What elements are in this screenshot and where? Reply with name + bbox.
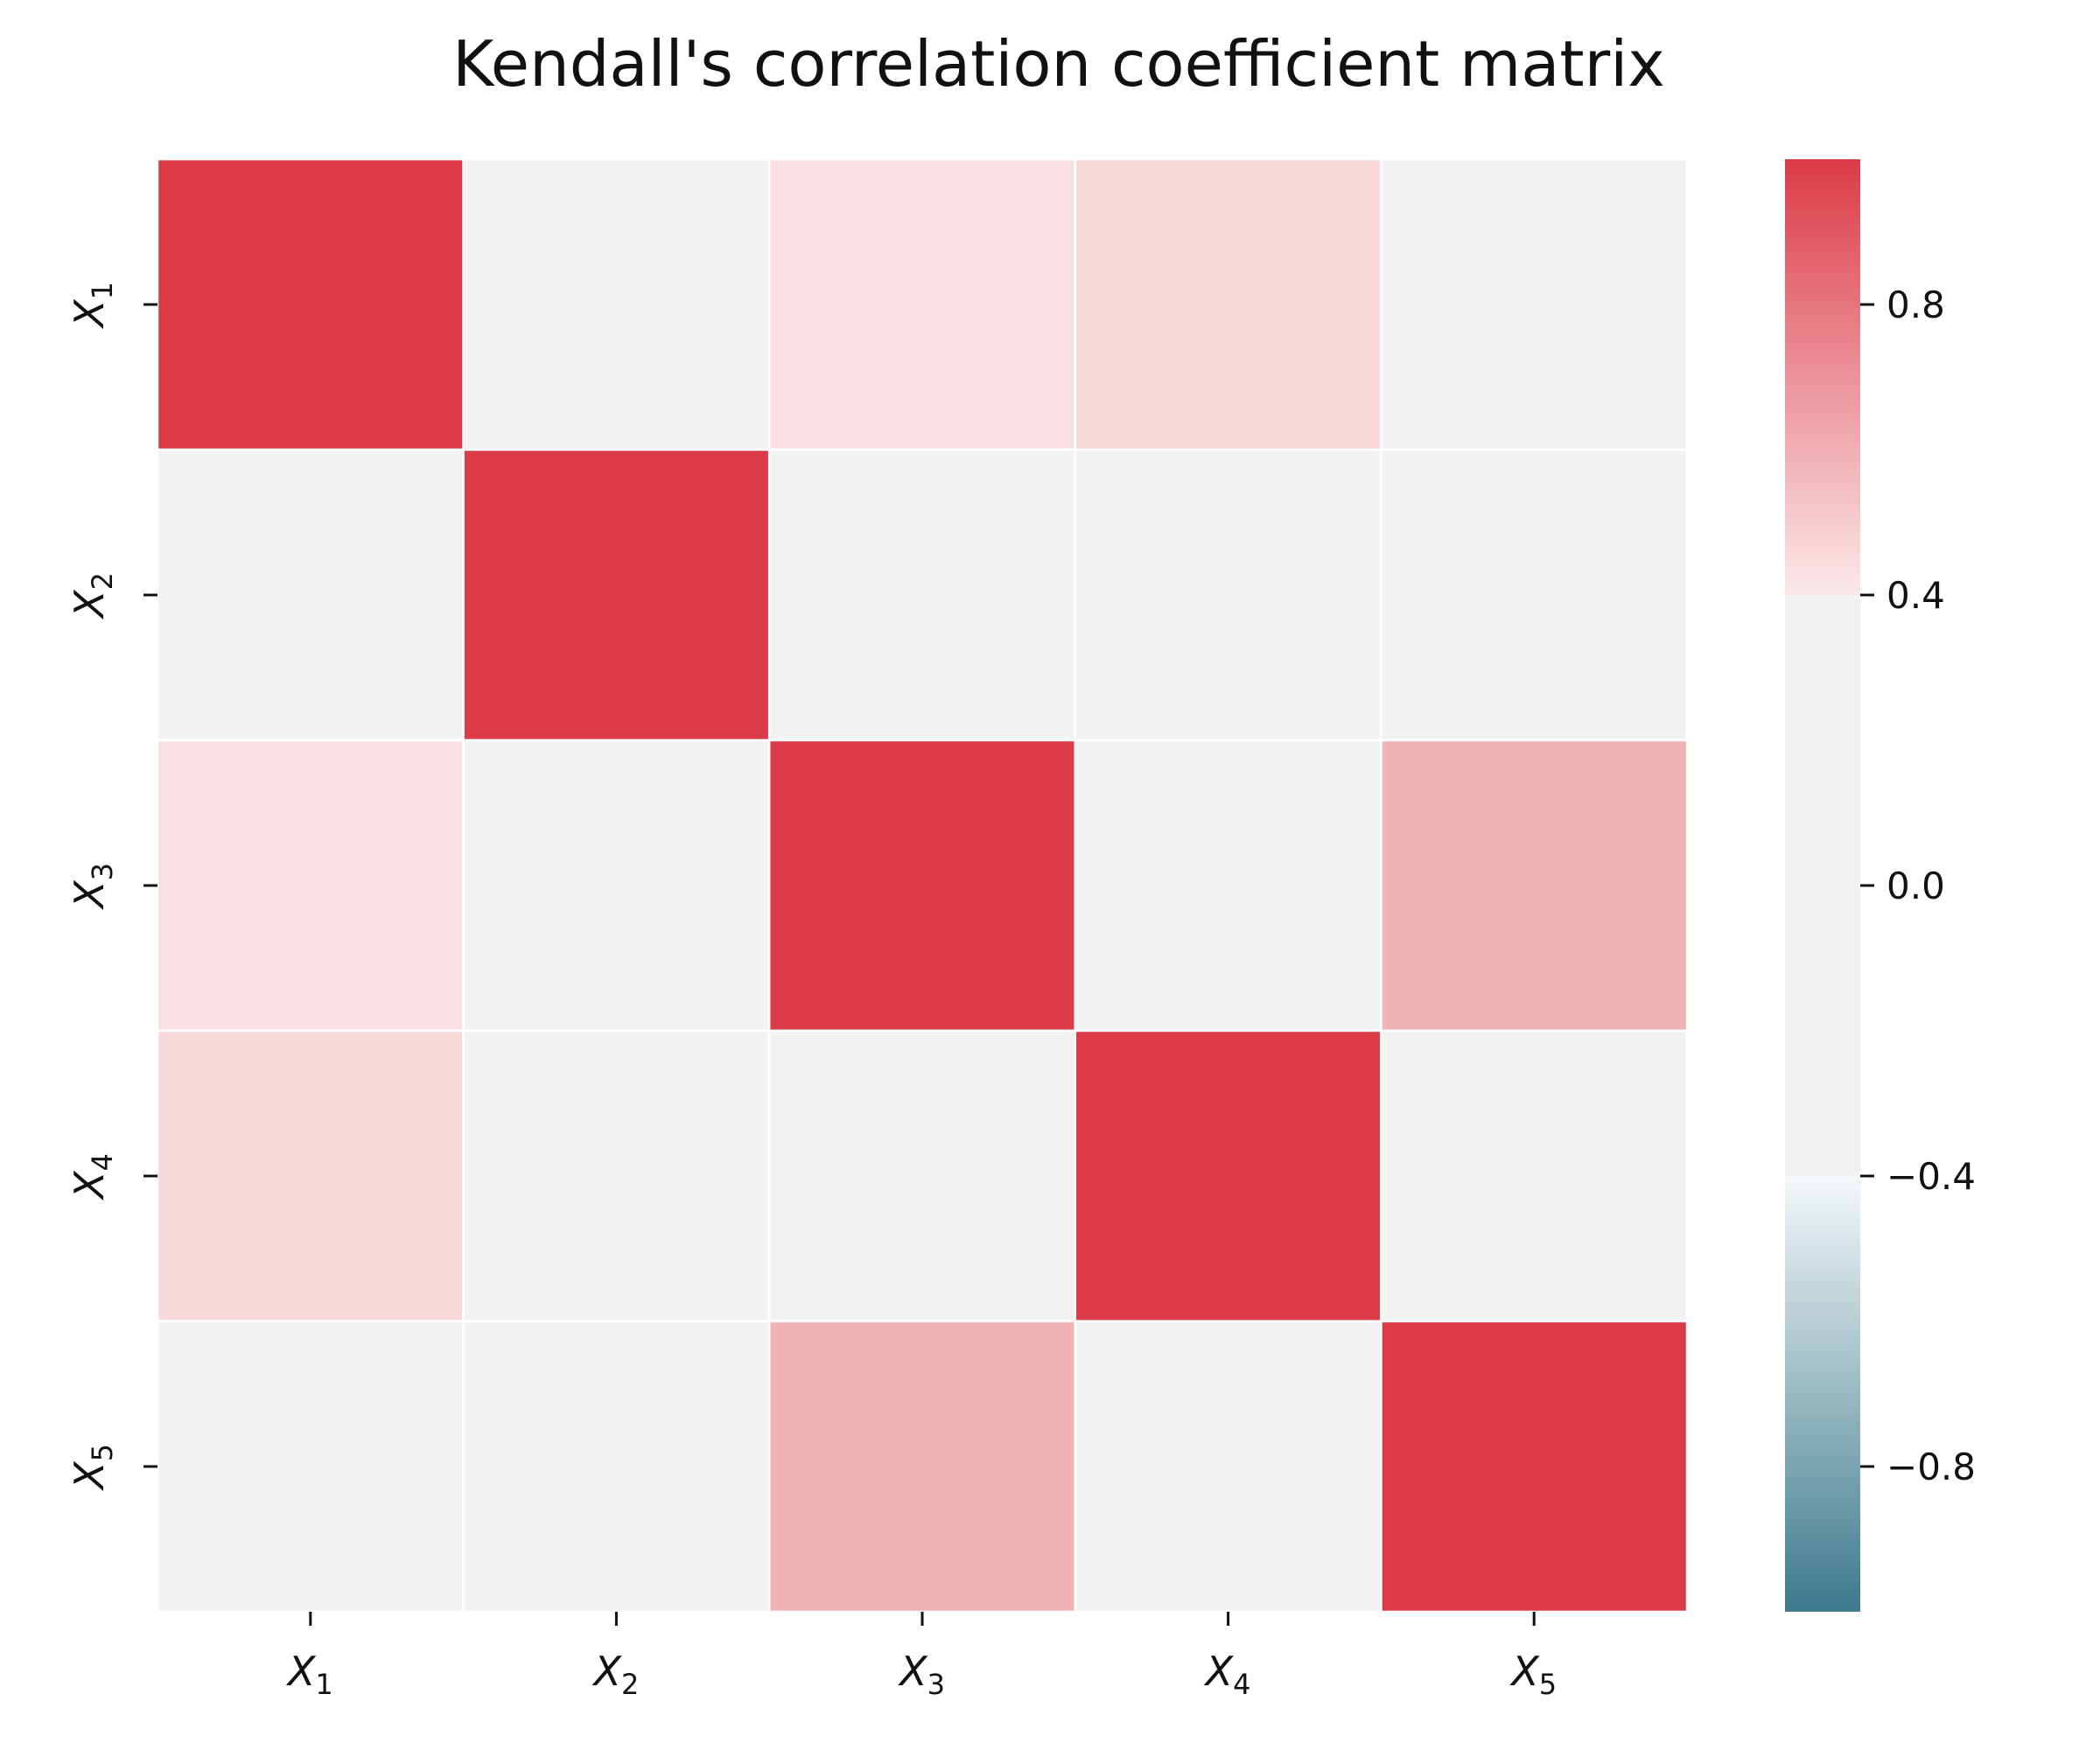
heatmap-cell-r5-c2 [462,1320,771,1614]
heatmap-cell-r1-c2 [462,158,771,452]
x-tick-label: X3 [898,1648,945,1701]
heatmap-cell-r4-c1 [156,1029,465,1323]
y-axis: X1 X2 X3 X4 X5 [66,282,158,1491]
heatmap-cell-r1-c5 [1380,158,1689,452]
x-tick-label: X4 [1204,1648,1251,1701]
chart-title: Kendall's correlation coefficient matrix [452,27,1665,101]
x-tick-label: X2 [592,1648,639,1701]
heatmap-cell-r2-c4 [1074,448,1382,742]
heatmap-cell-r1-c3 [767,158,1077,452]
heatmap-cell-r2-c3 [767,448,1077,742]
heatmap-cell-r5-c5 [1380,1320,1689,1614]
colorbar-tick-label: 0.8 [1886,284,1945,326]
x-tick-label: X5 [1509,1648,1557,1701]
heatmap-cell-r2-c1 [156,448,465,742]
heatmap-cells [156,158,1689,1614]
y-tick-label: X3 [66,863,119,910]
heatmap-cell-r3-c2 [462,738,771,1032]
heatmap-cell-r1-c4 [1074,158,1382,452]
heatmap-cell-r4-c5 [1380,1029,1689,1323]
heatmap-cell-r3-c1 [156,738,465,1032]
heatmap-cell-r3-c4 [1074,738,1382,1032]
colorbar-axis: 0.8 0.4 0.0 −0.4 −0.8 [1860,284,1976,1488]
heatmap-cell-r3-c3 [767,738,1077,1032]
y-tick-label: X5 [66,1444,119,1491]
heatmap-cell-r1-c1 [156,158,465,452]
y-tick-label: X4 [66,1153,119,1200]
colorbar-tick-label: −0.8 [1886,1446,1976,1488]
colorbar-tick-label: 0.4 [1886,574,1945,617]
colorbar [1785,159,1860,1612]
y-tick-label: X2 [66,572,119,620]
heatmap-cell-r5-c4 [1074,1320,1382,1614]
heatmap-cell-r2-c2 [462,448,771,742]
heatmap-cell-r3-c5 [1380,738,1689,1032]
heatmap-cell-r4-c4 [1074,1029,1382,1323]
heatmap-cell-r5-c3 [767,1320,1077,1614]
heatmap-cell-r2-c5 [1380,448,1689,742]
colorbar-tick-label: 0.0 [1886,864,1945,907]
colorbar-tick-label: −0.4 [1886,1155,1976,1198]
heatmap-cell-r5-c1 [156,1320,465,1614]
heatmap-cell-r4-c2 [462,1029,771,1323]
heatmap-cell-r4-c3 [767,1029,1077,1323]
x-tick-label: X1 [286,1648,333,1701]
y-tick-label: X1 [66,282,119,329]
x-axis: X1 X2 X3 X4 X5 [286,1612,1557,1701]
